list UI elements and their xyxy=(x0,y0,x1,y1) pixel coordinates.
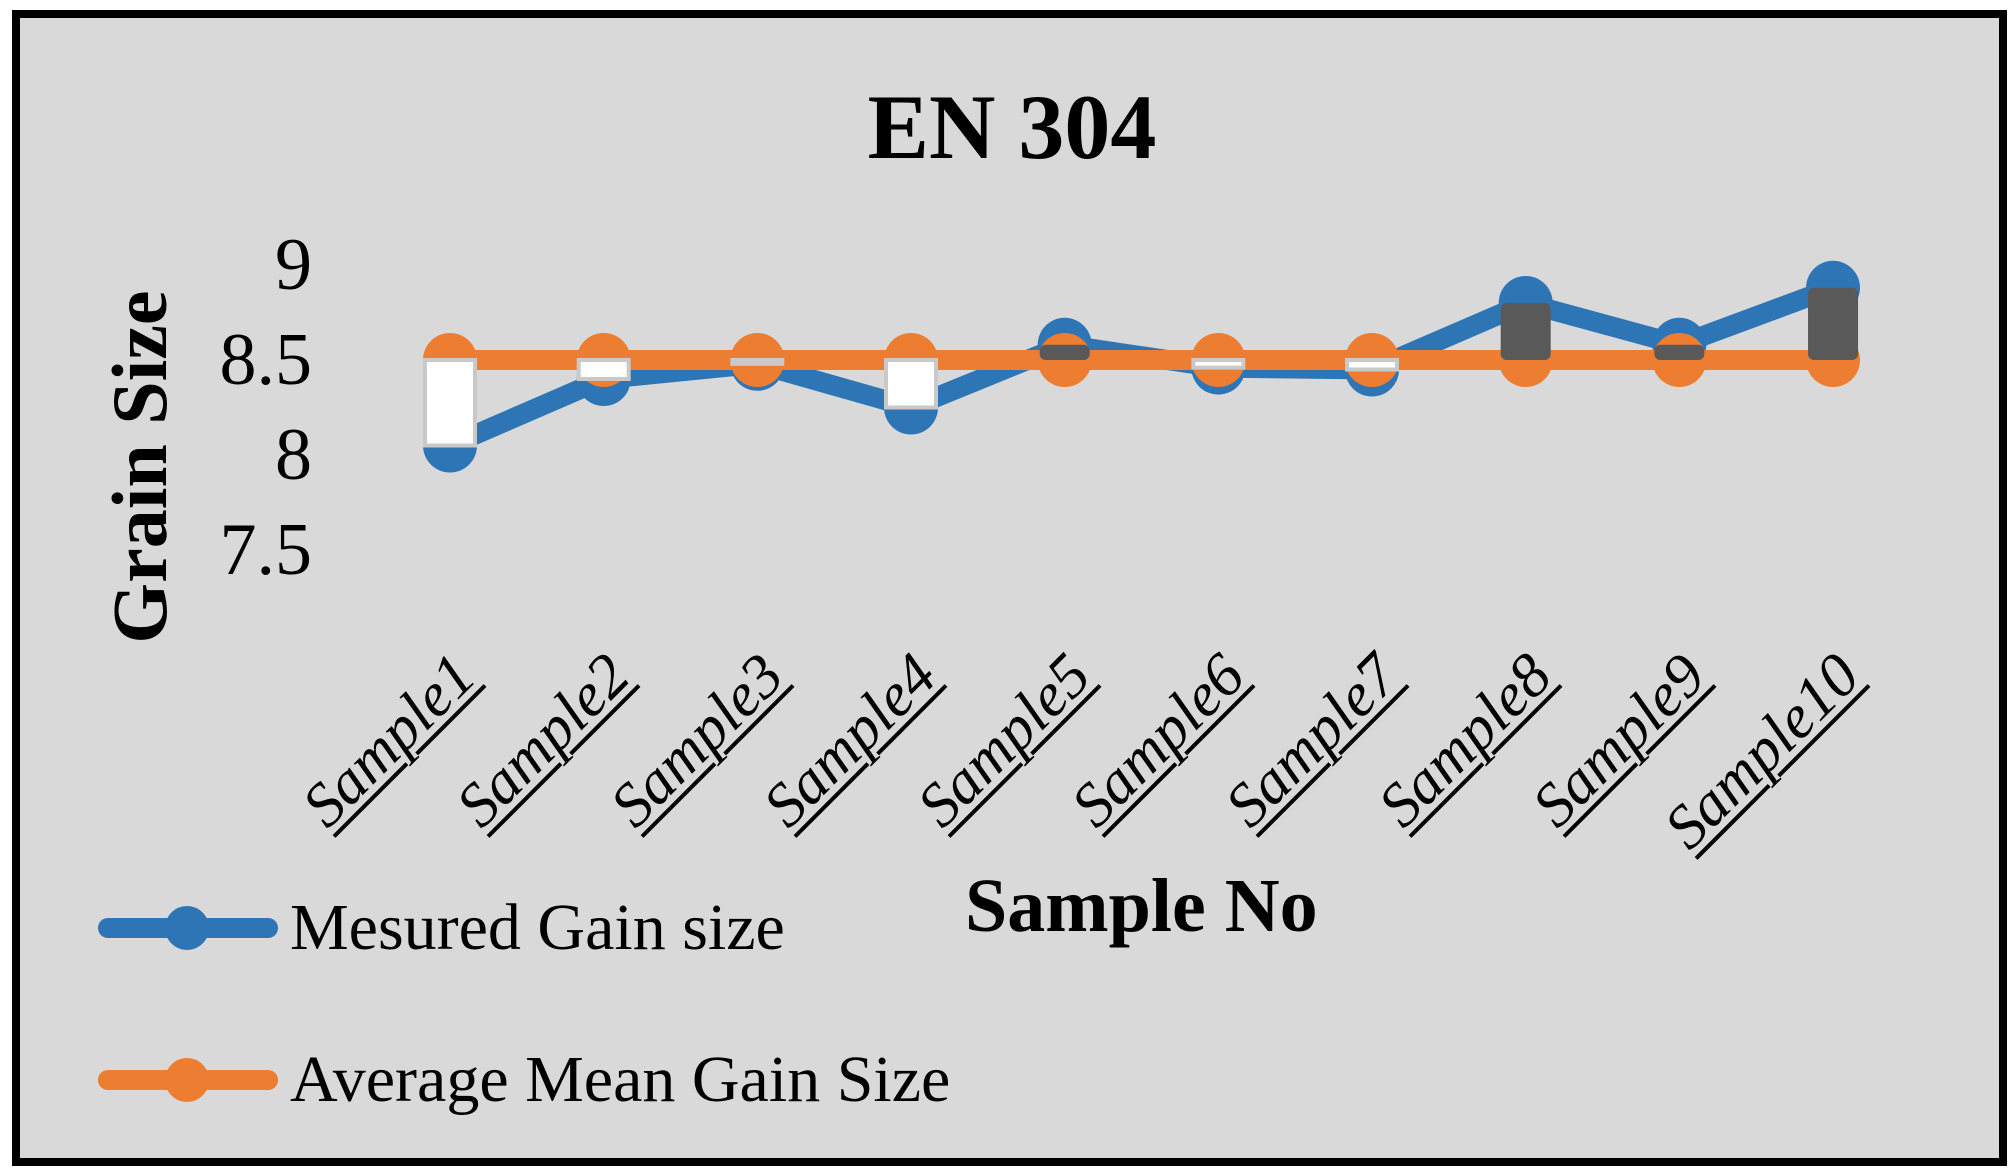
legend-swatch-marker xyxy=(165,1058,209,1102)
chart-title: EN 304 xyxy=(867,76,1157,178)
legend-item-label: Average Mean Gain Size xyxy=(290,1043,951,1116)
x-axis-title: Sample No xyxy=(965,864,1318,948)
chart-frame xyxy=(12,10,2007,1166)
legend-item-label: Mesured Gain size xyxy=(290,891,785,964)
y-tick-label: 8.5 xyxy=(219,319,313,401)
legend-swatch-marker xyxy=(165,906,209,950)
y-tick-label: 8 xyxy=(275,414,312,496)
y-tick-label: 9 xyxy=(275,224,312,306)
y-tick-label: 7.5 xyxy=(219,509,313,591)
